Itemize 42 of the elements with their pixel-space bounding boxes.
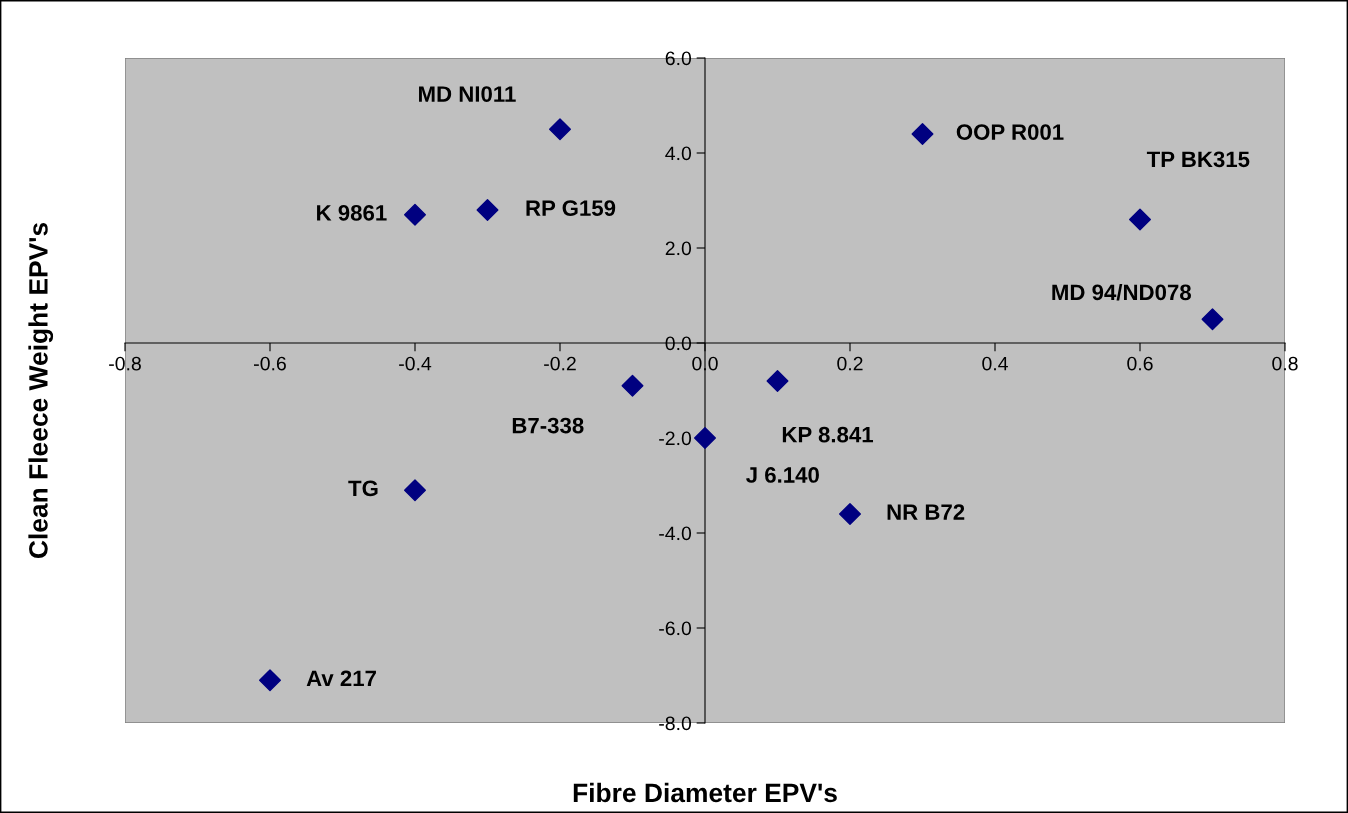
y-tick-label: -8.0 [659,716,692,731]
annotation: J 6.140 [746,467,819,483]
point [694,427,716,449]
annotation: OOP R001 [956,124,1064,140]
point [911,123,934,145]
annotation: B7-338 [512,417,584,434]
point [549,118,571,141]
x-tick-label: 0.8 [1272,356,1298,371]
y-tick-label: 6.0 [665,51,692,66]
x-tick-label: -0.6 [254,356,286,371]
point [404,479,426,502]
point [259,669,281,692]
annotation: TP BK315 [1146,151,1250,168]
annotation: K 9861 [317,204,387,221]
annotation: Av 217 [306,670,376,686]
x-tick-label: 0.6 [1127,356,1153,371]
y-tick-label: -6.0 [659,621,692,636]
annotation: TG [348,480,378,497]
point [1129,208,1151,231]
annotation: KP 8.841 [782,426,874,443]
point [621,374,644,397]
annotation: NR B72 [887,504,965,520]
annotation: MD NI011 [419,86,516,102]
y-tick-label: 4.0 [665,146,692,161]
point [1201,308,1224,331]
x-tick-label: 0.2 [837,356,863,371]
x-tick-label: -0.8 [109,356,141,371]
x-tick-label: -0.4 [399,356,432,371]
x-tick-label: 0.4 [982,356,1008,371]
point [766,370,789,392]
y-tick-label: -2.0 [659,431,692,446]
y-axis-title: Clean Fleece Weight EPV's [28,222,54,559]
y-tick-label: 2.0 [665,241,692,256]
y-tick-label: -4.0 [659,526,692,541]
y-tick-label: 0.0 [665,336,692,351]
point [839,503,861,525]
annotation: RP G159 [526,200,616,216]
x-axis-title: Fibre Diameter EPV's [573,782,837,803]
x-tick-label: -0.2 [544,356,576,371]
annotation: MD 94/ND078 [1052,283,1191,301]
point [404,203,426,226]
point [476,199,499,221]
